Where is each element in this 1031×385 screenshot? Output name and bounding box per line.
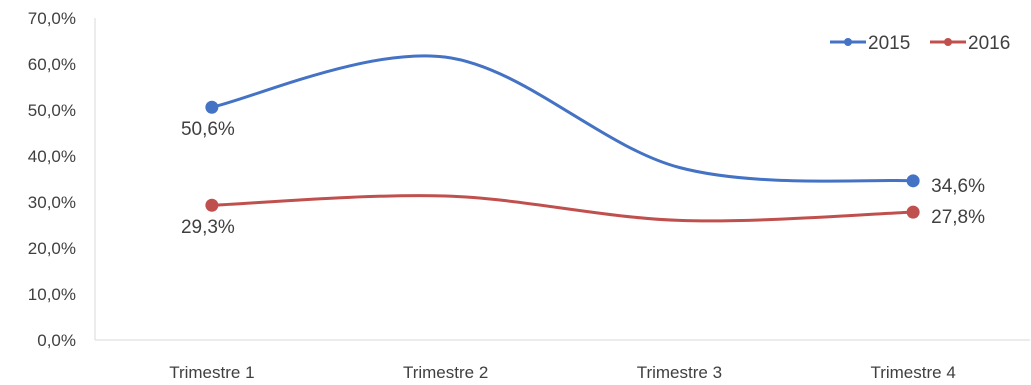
x-axis-labels: Trimestre 1 Trimestre 2 Trimestre 3 Trimest… bbox=[169, 363, 956, 382]
data-point-2015 bbox=[906, 174, 920, 188]
data-label-2016: 29,3% bbox=[181, 217, 235, 238]
y-tick-label: 10,0% bbox=[28, 285, 76, 304]
y-tick-label: 0,0% bbox=[37, 331, 76, 350]
data-point-2016 bbox=[205, 198, 219, 212]
x-tick-label: Trimestre 4 bbox=[870, 363, 955, 382]
data-label-2015: 50,6% bbox=[181, 119, 235, 140]
x-tick-label: Trimestre 3 bbox=[637, 363, 722, 382]
data-label-2015: 34,6% bbox=[931, 176, 985, 197]
y-tick-label: 50,0% bbox=[28, 101, 76, 120]
x-tick-label: Trimestre 2 bbox=[403, 363, 488, 382]
series-line-2016 bbox=[210, 194, 915, 223]
y-tick-label: 70,0% bbox=[28, 9, 76, 28]
legend-item-2015: 2015 bbox=[830, 33, 910, 54]
legend-label: 2016 bbox=[968, 33, 1010, 54]
y-axis-labels: 0,0% 10,0% 20,0% 30,0% 40,0% 50,0% 60,0% 70,0% bbox=[28, 9, 76, 350]
legend-swatch-marker bbox=[844, 38, 852, 46]
x-tick-label: Trimestre 1 bbox=[169, 363, 254, 382]
legend: 2015 2016 bbox=[830, 33, 1010, 54]
series-group: 50,6% 34,6% 29,3% 27,8% bbox=[181, 54, 985, 238]
data-point-2015 bbox=[205, 100, 219, 114]
data-label-2016: 27,8% bbox=[931, 207, 985, 228]
series-line-2015 bbox=[210, 54, 915, 183]
legend-item-2016: 2016 bbox=[930, 33, 1010, 54]
data-point-2016 bbox=[906, 205, 920, 219]
y-tick-label: 60,0% bbox=[28, 55, 76, 74]
legend-swatch-marker bbox=[944, 38, 952, 46]
y-tick-label: 40,0% bbox=[28, 147, 76, 166]
y-tick-label: 30,0% bbox=[28, 193, 76, 212]
legend-label: 2015 bbox=[868, 33, 910, 54]
y-tick-label: 20,0% bbox=[28, 239, 76, 258]
